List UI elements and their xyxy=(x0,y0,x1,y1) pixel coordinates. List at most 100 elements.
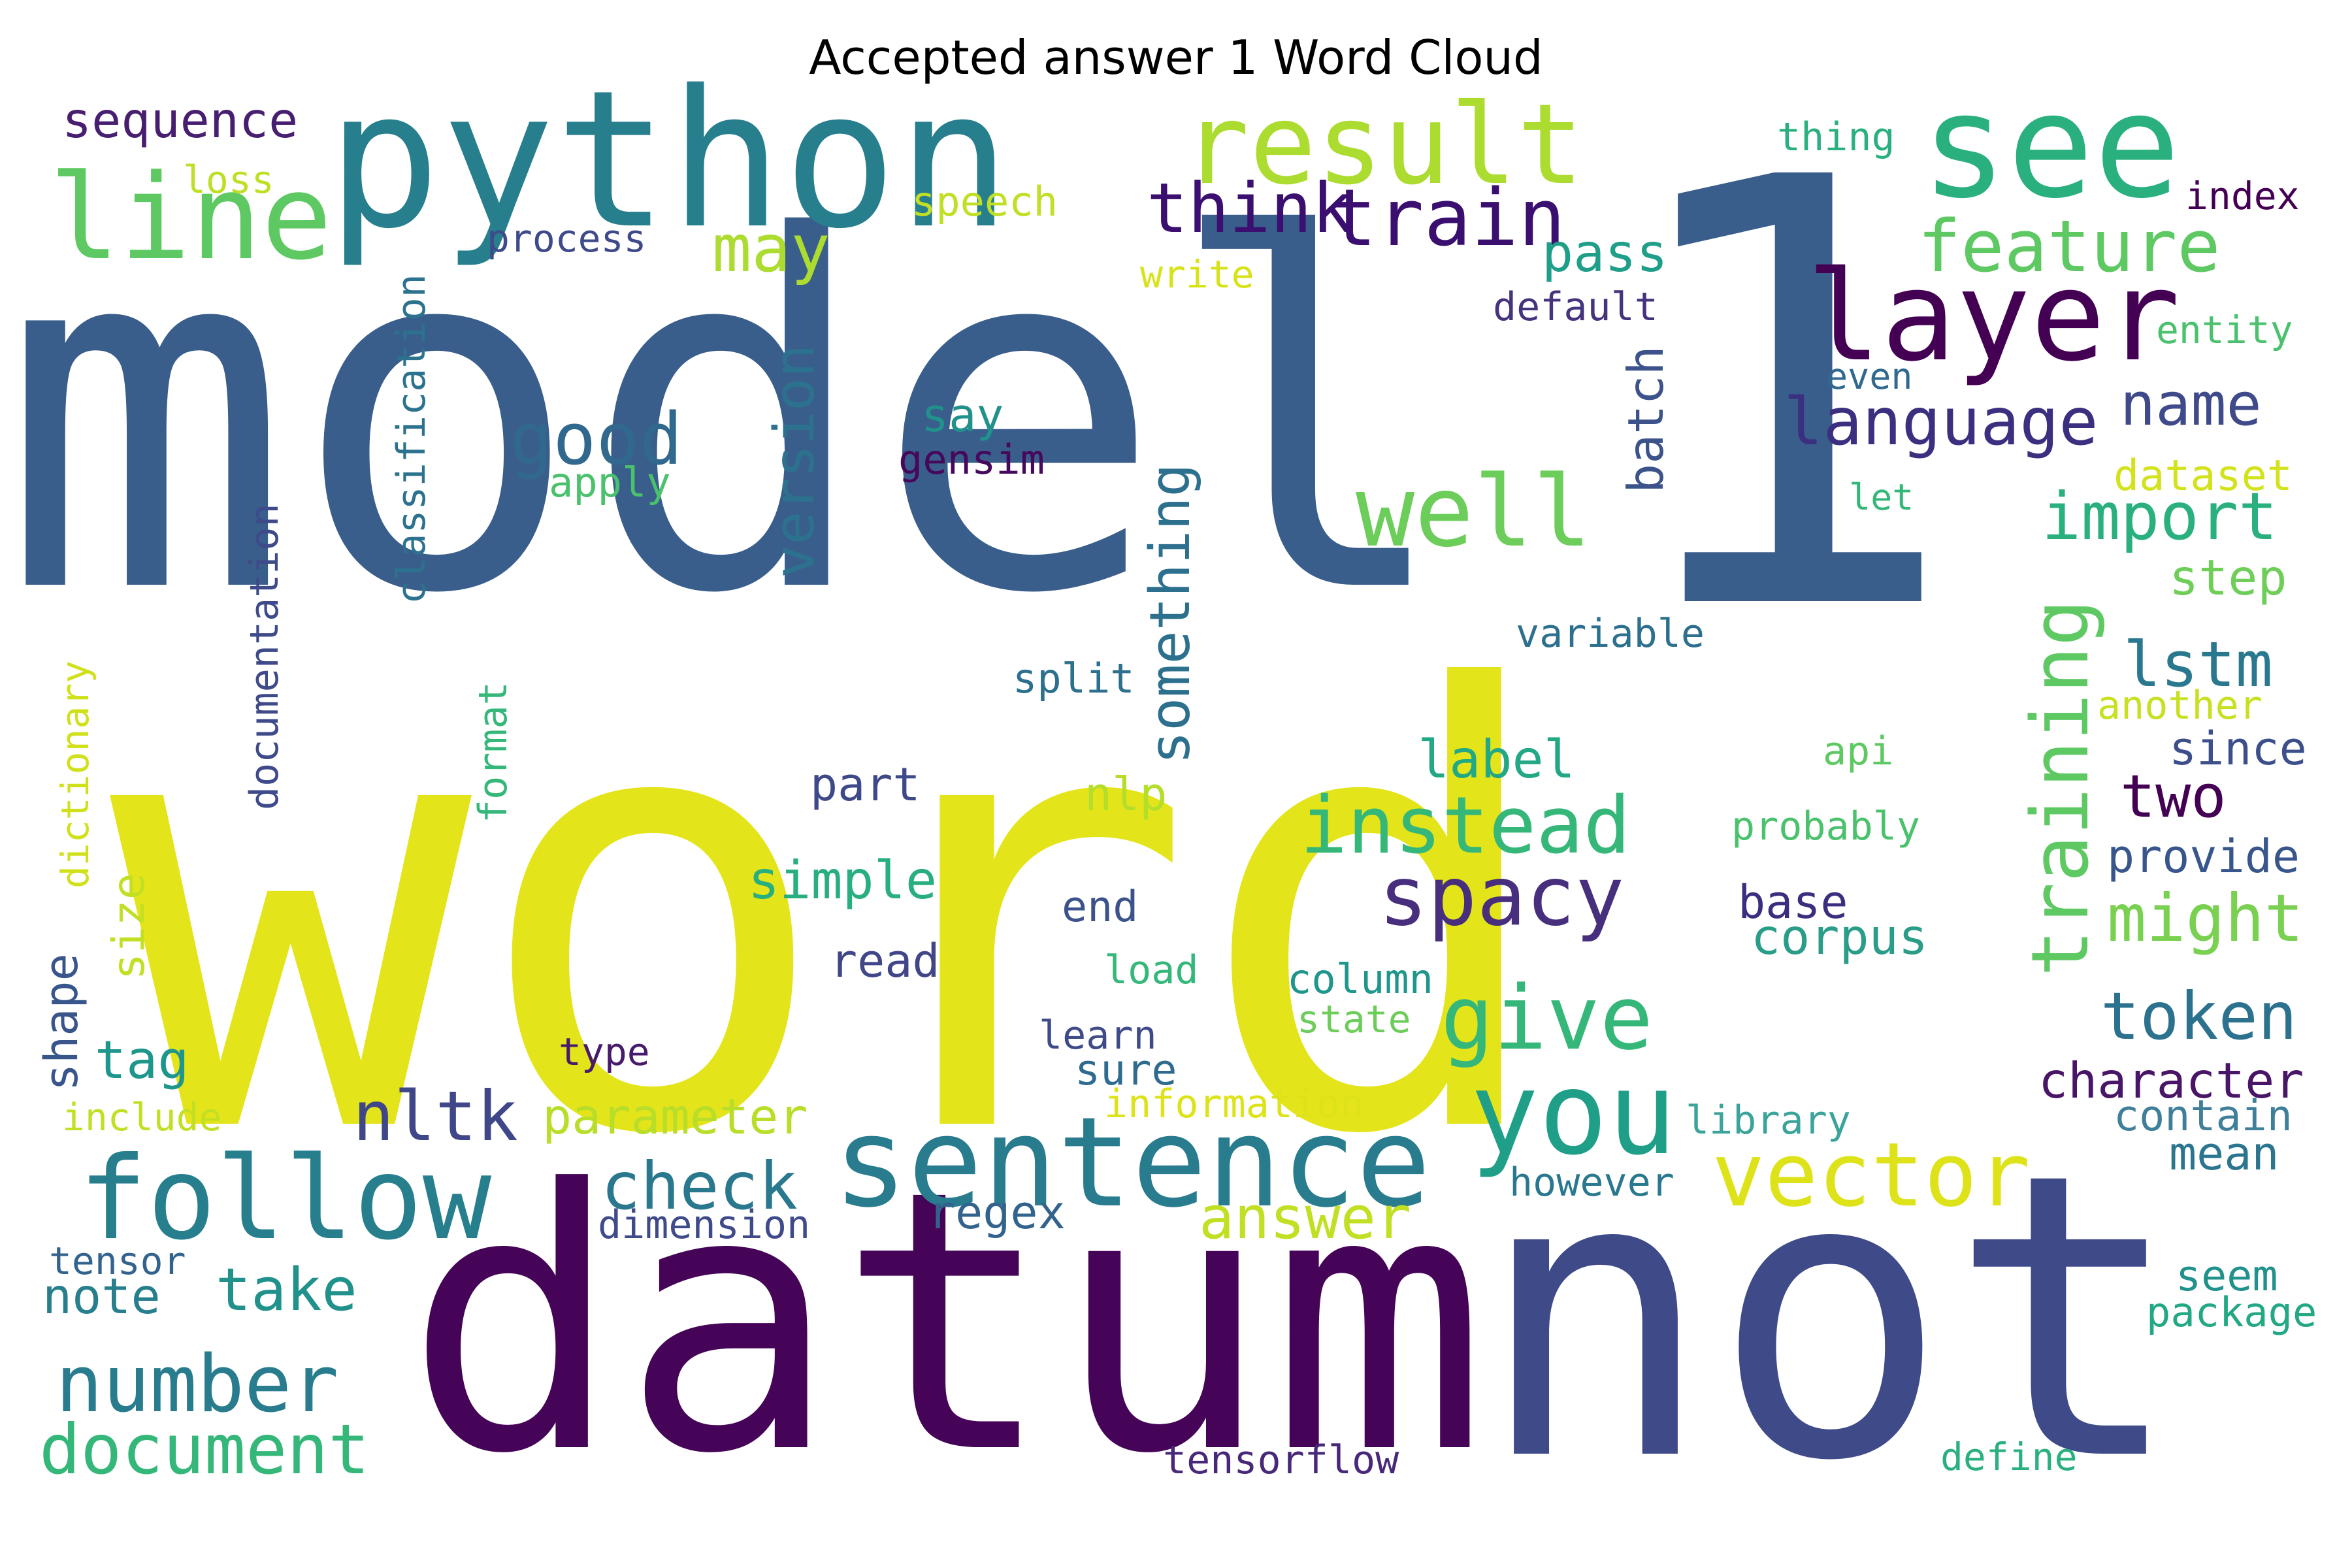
word-instead: instead xyxy=(1300,781,1631,872)
word-package: package xyxy=(2146,1288,2317,1336)
word-document: document xyxy=(39,1410,370,1490)
word-may: may xyxy=(712,210,830,287)
word-contain: contain xyxy=(2114,1092,2293,1141)
word-tensorflow: tensorflow xyxy=(1163,1437,1399,1483)
word-label: label xyxy=(1418,729,1575,790)
word-language: language xyxy=(1784,384,2099,460)
word-part: part xyxy=(810,758,921,811)
word-number: number xyxy=(56,1339,338,1430)
word-load: load xyxy=(1104,947,1199,993)
word-name: name xyxy=(2120,370,2262,439)
word-seem: seem xyxy=(2176,1252,2278,1301)
word-shape: shape xyxy=(35,953,88,1091)
word-let: let xyxy=(1849,476,1914,518)
word-1: 1 xyxy=(1607,56,1961,740)
word-even: even xyxy=(1826,355,1912,397)
word-dictionary: dictionary xyxy=(53,661,97,889)
word-take: take xyxy=(216,1256,357,1324)
word-token: token xyxy=(2100,978,2297,1054)
word-python: python xyxy=(327,50,1011,270)
word-split: split xyxy=(1013,655,1135,702)
word-give: give xyxy=(1441,967,1653,1070)
word-feature: feature xyxy=(1918,204,2221,288)
word-index: index xyxy=(2185,174,2300,218)
word-however: however xyxy=(1509,1160,1674,1205)
word-nlp: nlp xyxy=(1085,768,1167,821)
word-define: define xyxy=(1940,1435,2078,1479)
word-pass: pass xyxy=(1542,223,1668,284)
word-say: say xyxy=(921,389,1004,442)
word-batch: batch xyxy=(1617,346,1674,493)
word-line: line xyxy=(49,150,332,286)
word-two: two xyxy=(2120,762,2227,831)
word-another: another xyxy=(2097,683,2262,728)
word-state: state xyxy=(1297,997,1411,1041)
word-dimension: dimension xyxy=(598,1202,810,1248)
word-something: something xyxy=(1138,463,1203,764)
word-classification: classification xyxy=(389,274,434,604)
word-version: version xyxy=(762,344,827,578)
word-lstm: lstm xyxy=(2123,629,2273,701)
word-you: you xyxy=(1470,1048,1676,1181)
word-nltk: nltk xyxy=(353,1077,518,1156)
word-check: check xyxy=(601,1148,798,1224)
word-layer: layer xyxy=(1806,244,2180,389)
word-default: default xyxy=(1493,284,1658,330)
word-base: base xyxy=(1738,875,1848,929)
word-vector: vector xyxy=(1712,1124,2031,1226)
word-column: column xyxy=(1287,955,1433,1003)
word-probably: probably xyxy=(1731,804,1920,849)
word-result: result xyxy=(1183,80,1584,210)
word-import: import xyxy=(2042,478,2278,555)
word-good: good xyxy=(510,397,683,481)
word-step: step xyxy=(2169,549,2287,606)
word-follow: follow xyxy=(78,1133,492,1266)
word-api: api xyxy=(1823,728,1893,774)
word-regex: regex xyxy=(928,1186,1066,1239)
word-well: well xyxy=(1356,455,1592,569)
word-tensor: tensor xyxy=(49,1239,186,1283)
word-provide: provide xyxy=(2107,830,2300,883)
word-spacy: spacy xyxy=(1379,849,1624,944)
word-tag: tag xyxy=(95,1030,189,1090)
word-loss: loss xyxy=(183,157,274,202)
word-not: not xyxy=(1477,1090,2185,1546)
word-sentence: sentence xyxy=(833,1090,1431,1235)
word-read: read xyxy=(830,934,940,988)
word-parameter: parameter xyxy=(542,1088,808,1145)
word-thing: thing xyxy=(1777,114,1895,160)
chart-title: Accepted answer 1 Word Cloud xyxy=(809,30,1543,85)
word-process: process xyxy=(487,216,646,261)
word-include: include xyxy=(62,1095,221,1139)
word-sure: sure xyxy=(1075,1046,1177,1095)
word-sequence: sequence xyxy=(62,91,298,149)
word-size: size xyxy=(103,873,155,980)
word-end: end xyxy=(1062,883,1138,932)
word-speech: speech xyxy=(911,178,1058,225)
word-write: write xyxy=(1140,252,1254,297)
word-see: see xyxy=(1921,63,2180,230)
word-entity: entity xyxy=(2156,308,2293,352)
word-learn: learn xyxy=(1039,1013,1157,1058)
word-answer: answer xyxy=(1199,1184,1411,1252)
word-dataset: dataset xyxy=(2114,451,2293,500)
word-corpus: corpus xyxy=(1751,908,1928,966)
word-character: character xyxy=(2038,1052,2304,1109)
word-format: format xyxy=(470,681,516,823)
word-type: type xyxy=(559,1030,650,1074)
word-might: might xyxy=(2107,880,2304,956)
word-train: train xyxy=(1330,173,1565,264)
word-think: think xyxy=(1147,169,1353,248)
word-model: model xyxy=(0,136,1456,699)
word-gensim: gensim xyxy=(898,436,1045,483)
word-datum: datum xyxy=(405,1113,1487,1532)
word-word: word xyxy=(110,566,1558,1266)
word-library: library xyxy=(1686,1098,1851,1143)
word-mean: mean xyxy=(2169,1127,2279,1181)
word-note: note xyxy=(42,1267,161,1325)
word-simple: simple xyxy=(748,850,937,911)
word-training: training xyxy=(2016,599,2106,977)
word-since: since xyxy=(2169,722,2307,776)
